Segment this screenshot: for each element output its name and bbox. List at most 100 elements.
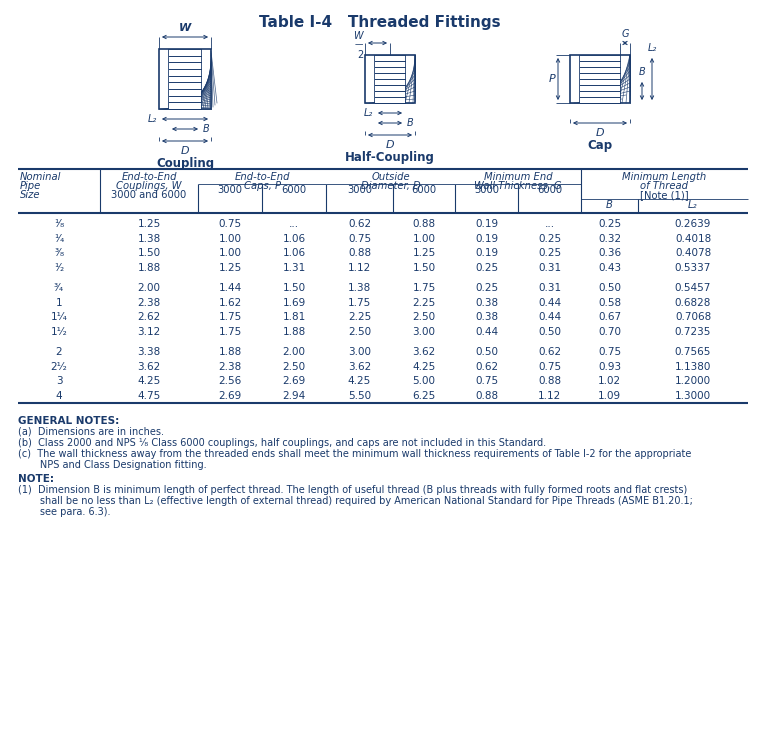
Text: 1.75: 1.75	[218, 327, 242, 337]
Text: End-to-End: End-to-End	[234, 172, 290, 182]
Text: 2.50: 2.50	[282, 362, 306, 372]
Text: 1.81: 1.81	[282, 313, 306, 322]
Text: 2.94: 2.94	[282, 391, 306, 401]
Text: 3.62: 3.62	[412, 347, 435, 357]
Text: 1¹⁄₄: 1¹⁄₄	[50, 313, 68, 322]
Text: 0.70: 0.70	[598, 327, 621, 337]
Text: 3000: 3000	[218, 185, 243, 195]
Text: (a)  Dimensions are in inches.: (a) Dimensions are in inches.	[18, 427, 164, 437]
Text: 0.2639: 0.2639	[675, 219, 712, 229]
Text: 1.25: 1.25	[412, 248, 435, 258]
Text: 0.67: 0.67	[598, 313, 621, 322]
Text: Half-Coupling: Half-Coupling	[345, 151, 435, 164]
Text: 0.43: 0.43	[598, 263, 621, 273]
Text: 2: 2	[357, 50, 363, 60]
Text: 1.50: 1.50	[412, 263, 435, 273]
Text: 0.38: 0.38	[475, 313, 498, 322]
Bar	[159, 49, 211, 109]
Text: D: D	[596, 128, 604, 138]
Text: 0.93: 0.93	[598, 362, 621, 372]
Text: 4: 4	[56, 391, 62, 401]
Text: 2.50: 2.50	[412, 313, 435, 322]
Text: 0.50: 0.50	[538, 327, 561, 337]
Text: (1)  Dimension B is minimum length of perfect thread. The length of useful threa: (1) Dimension B is minimum length of per…	[18, 485, 687, 495]
Bar	[580, 55, 620, 103]
Text: 2.69: 2.69	[218, 391, 242, 401]
Text: Pipe: Pipe	[20, 181, 41, 191]
Text: Caps, P: Caps, P	[244, 181, 281, 191]
Text: 1.25: 1.25	[138, 219, 161, 229]
Text: 0.19: 0.19	[475, 248, 498, 258]
Text: Couplings, W: Couplings, W	[116, 181, 182, 191]
Text: 1.69: 1.69	[282, 298, 306, 307]
Text: 1.88: 1.88	[138, 263, 161, 273]
Text: 1.09: 1.09	[598, 391, 621, 401]
Text: 1.50: 1.50	[282, 283, 306, 293]
Text: 1.02: 1.02	[598, 376, 621, 386]
Text: 0.44: 0.44	[475, 327, 498, 337]
Text: 4.25: 4.25	[348, 376, 371, 386]
Text: of Thread: of Thread	[641, 181, 689, 191]
Text: 0.25: 0.25	[538, 234, 561, 244]
Bar	[375, 55, 405, 103]
Text: 0.6828: 0.6828	[675, 298, 712, 307]
Text: 2.56: 2.56	[218, 376, 242, 386]
Text: L₂: L₂	[148, 114, 157, 124]
Text: B: B	[638, 67, 645, 77]
Text: D: D	[180, 146, 189, 156]
Text: 1.06: 1.06	[282, 248, 306, 258]
Text: 2.69: 2.69	[282, 376, 306, 386]
Text: 1¹⁄₂: 1¹⁄₂	[51, 327, 68, 337]
Text: 1.75: 1.75	[218, 313, 242, 322]
Text: 2.00: 2.00	[138, 283, 161, 293]
Text: Table I-4   Threaded Fittings: Table I-4 Threaded Fittings	[260, 15, 501, 30]
Text: 0.5337: 0.5337	[675, 263, 712, 273]
Text: NPS and Class Designation fitting.: NPS and Class Designation fitting.	[18, 460, 207, 470]
Text: 1.00: 1.00	[218, 248, 241, 258]
Text: Coupling: Coupling	[156, 157, 214, 170]
Text: ³⁄₈: ³⁄₈	[54, 248, 64, 258]
Text: 5.00: 5.00	[412, 376, 435, 386]
Text: 0.38: 0.38	[475, 298, 498, 307]
Text: 0.88: 0.88	[475, 391, 498, 401]
Text: 0.5457: 0.5457	[675, 283, 712, 293]
Text: 1: 1	[56, 298, 62, 307]
Text: 1.00: 1.00	[412, 234, 435, 244]
Text: ¹⁄₈: ¹⁄₈	[54, 219, 64, 229]
Text: 1.75: 1.75	[348, 298, 371, 307]
Text: 1.38: 1.38	[138, 234, 161, 244]
Text: 0.7235: 0.7235	[675, 327, 712, 337]
Text: 4.25: 4.25	[412, 362, 435, 372]
Text: 6.25: 6.25	[412, 391, 435, 401]
Text: L₂: L₂	[688, 200, 698, 210]
Text: 2.38: 2.38	[138, 298, 161, 307]
Text: 3.00: 3.00	[348, 347, 371, 357]
Text: 1.12: 1.12	[348, 263, 371, 273]
Text: 2: 2	[56, 347, 62, 357]
Text: 3.00: 3.00	[412, 327, 435, 337]
Text: see para. 6.3).: see para. 6.3).	[18, 507, 110, 517]
Text: B: B	[606, 200, 613, 210]
Text: W: W	[179, 23, 191, 33]
Text: L₂: L₂	[364, 108, 373, 118]
Text: 0.58: 0.58	[598, 298, 621, 307]
Text: 3000: 3000	[474, 185, 499, 195]
Text: 0.50: 0.50	[598, 283, 621, 293]
Text: 2.25: 2.25	[412, 298, 435, 307]
Text: Nominal: Nominal	[20, 172, 62, 182]
Text: 0.75: 0.75	[348, 234, 371, 244]
Text: ...: ...	[289, 219, 299, 229]
Text: 0.31: 0.31	[538, 283, 561, 293]
Text: Size: Size	[20, 190, 40, 200]
Text: (c)  The wall thickness away from the threaded ends shall meet the minimum wall : (c) The wall thickness away from the thr…	[18, 449, 692, 459]
Text: P: P	[548, 74, 555, 84]
Text: 1.38: 1.38	[348, 283, 371, 293]
Text: [Note (1)]: [Note (1)]	[640, 190, 689, 200]
Text: GENERAL NOTES:: GENERAL NOTES:	[18, 416, 119, 426]
Text: 6000: 6000	[537, 185, 562, 195]
Text: 3.62: 3.62	[348, 362, 371, 372]
Text: 0.7565: 0.7565	[675, 347, 712, 357]
Text: Minimum Length: Minimum Length	[622, 172, 707, 182]
Text: 0.75: 0.75	[475, 376, 498, 386]
Text: 0.19: 0.19	[475, 219, 498, 229]
